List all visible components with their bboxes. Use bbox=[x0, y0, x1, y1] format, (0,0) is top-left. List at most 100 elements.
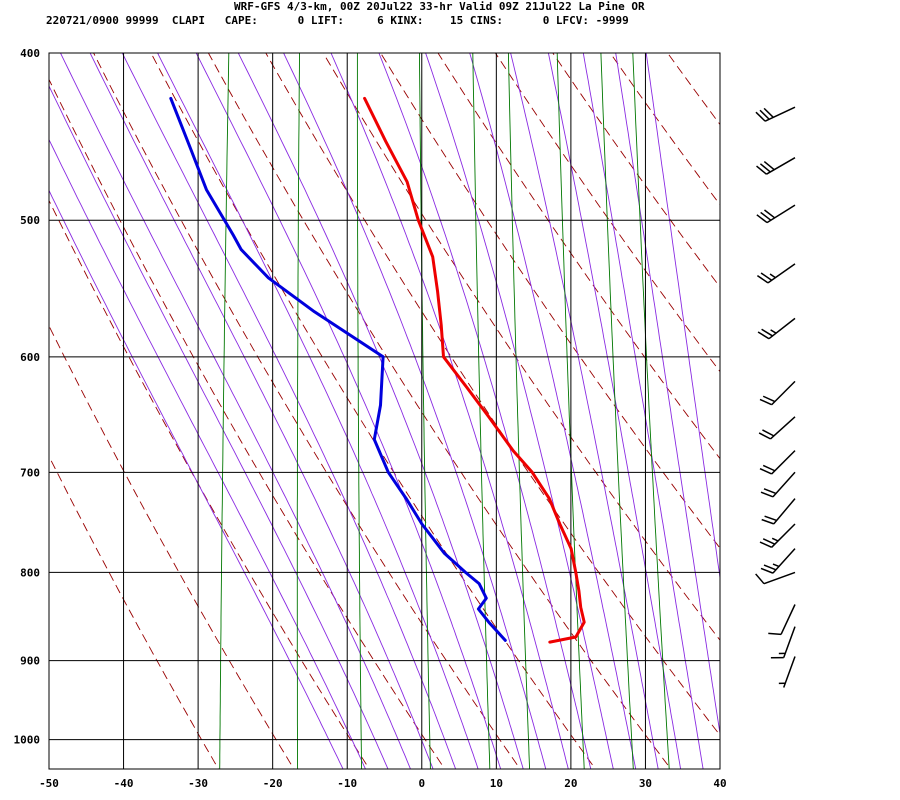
x-tick-label: 20 bbox=[564, 777, 577, 790]
wind-barb-full bbox=[760, 567, 774, 574]
moist-adiabat-line bbox=[89, 53, 434, 769]
moist-adiabat-line bbox=[49, 189, 344, 769]
mixing-ratio-line bbox=[472, 53, 491, 769]
wind-barb-full bbox=[768, 632, 782, 636]
dry-adiabat-line bbox=[49, 324, 295, 769]
wind-barb-half bbox=[778, 652, 786, 655]
temperature-line bbox=[363, 96, 586, 644]
mixing-ratio-line bbox=[556, 53, 585, 769]
wind-barb bbox=[759, 380, 796, 406]
header-line-2: 220721/0900 99999 CLAPI CAPE: 0 LIFT: 6 … bbox=[46, 14, 629, 27]
x-tick-label: -10 bbox=[337, 777, 357, 790]
y-tick-label: 500 bbox=[20, 214, 40, 227]
y-tick-label: 900 bbox=[20, 655, 40, 668]
y-tick-label: 1000 bbox=[14, 734, 41, 747]
wind-barb-full bbox=[763, 160, 775, 171]
x-tick-label: 40 bbox=[713, 777, 726, 790]
wind-barb-staff bbox=[763, 571, 796, 585]
wind-barb-staff bbox=[773, 498, 796, 525]
wind-barb bbox=[770, 626, 796, 659]
wind-barb bbox=[755, 571, 796, 585]
wind-barb-full bbox=[760, 211, 772, 221]
dry-adiabat-line bbox=[866, 15, 900, 777]
wind-barb-full bbox=[756, 214, 768, 224]
dry-adiabat-line bbox=[49, 455, 220, 769]
wind-barb-full bbox=[761, 328, 773, 337]
moist-adiabat-line bbox=[378, 53, 592, 769]
wind-barb-full bbox=[770, 656, 784, 659]
wind-barb-full bbox=[763, 107, 774, 118]
x-tick-label: -20 bbox=[263, 777, 283, 790]
dry-adiabat-line bbox=[810, 15, 900, 777]
mixing-ratio-line bbox=[296, 53, 300, 769]
wind-barb bbox=[758, 416, 796, 440]
mixing-ratio-line bbox=[600, 53, 634, 769]
mixing-ratio-line bbox=[419, 53, 431, 769]
dry-adiabat-line bbox=[437, 53, 720, 460]
wind-barb bbox=[755, 106, 796, 122]
wind-barb-full bbox=[760, 272, 773, 281]
wind-barb-staff bbox=[771, 523, 796, 548]
wind-barbs bbox=[755, 106, 796, 688]
wind-barb-staff bbox=[771, 380, 796, 406]
wind-barb-full bbox=[764, 515, 777, 522]
moist-adiabat-line bbox=[547, 53, 682, 769]
dry-adiabat-line bbox=[265, 53, 720, 736]
x-tick-label: -30 bbox=[188, 777, 208, 790]
moist-adiabat-line bbox=[157, 53, 479, 769]
wind-barb-staff bbox=[766, 157, 796, 175]
wind-barb-full bbox=[759, 398, 772, 406]
mixing-ratio-line bbox=[507, 53, 531, 769]
wind-barb-staff bbox=[783, 626, 796, 658]
moist-adiabat-line bbox=[469, 53, 637, 769]
wind-barb-staff bbox=[772, 548, 796, 574]
wind-barb bbox=[756, 263, 796, 284]
y-tick-label: 600 bbox=[20, 351, 40, 364]
wind-barb-staff bbox=[780, 604, 796, 635]
background-lines bbox=[49, 15, 900, 777]
wind-barb-staff bbox=[771, 450, 796, 475]
wind-barb-full bbox=[761, 518, 775, 525]
moist-adiabat-line bbox=[425, 53, 614, 769]
wind-barb-half bbox=[769, 273, 776, 279]
dry-adiabat-line bbox=[609, 53, 720, 206]
wind-barb bbox=[759, 450, 796, 475]
wind-barb-full bbox=[764, 209, 776, 219]
wind-barb bbox=[759, 523, 796, 549]
wind-barb-staff bbox=[764, 106, 796, 122]
dry-adiabat-line bbox=[697, 15, 900, 777]
dry-adiabat-line bbox=[322, 53, 720, 641]
dry-adiabat-line bbox=[49, 78, 446, 769]
wind-barb-staff bbox=[768, 317, 796, 340]
x-tick-label: -50 bbox=[39, 777, 59, 790]
wind-barb-full bbox=[759, 541, 772, 549]
plot-frame bbox=[48, 52, 721, 770]
wind-barb bbox=[760, 471, 796, 498]
wind-barb bbox=[757, 317, 796, 340]
header-line-1: WRF-GFS 4/3-km, 00Z 20Jul22 33-hr Valid … bbox=[234, 0, 645, 13]
y-tick-label: 800 bbox=[20, 566, 40, 579]
wind-barb-full bbox=[759, 109, 770, 120]
dry-adiabat-line bbox=[150, 53, 597, 769]
wind-barb bbox=[756, 204, 796, 224]
wind-barb-half bbox=[778, 682, 786, 685]
wind-barb-staff bbox=[783, 656, 796, 688]
wind-barb-full bbox=[756, 165, 767, 175]
wind-barb-half bbox=[772, 563, 780, 568]
dry-adiabat-line bbox=[380, 53, 720, 549]
wind-barb bbox=[760, 548, 796, 574]
traces bbox=[169, 96, 586, 644]
wind-barb-full bbox=[757, 331, 770, 340]
moist-adiabat-line bbox=[49, 84, 389, 769]
mixing-ratio-line bbox=[356, 53, 363, 769]
moist-adiabat-line bbox=[60, 53, 411, 769]
wind-barb bbox=[761, 498, 796, 525]
dry-adiabat-line bbox=[753, 15, 900, 777]
wind-barb-full bbox=[762, 464, 776, 472]
wind-barb-full bbox=[759, 163, 771, 173]
dry-adiabat-line bbox=[93, 53, 521, 769]
moist-adiabat-line bbox=[330, 53, 569, 769]
dry-adiabat-line bbox=[49, 199, 370, 769]
wind-barb-full bbox=[760, 491, 774, 498]
